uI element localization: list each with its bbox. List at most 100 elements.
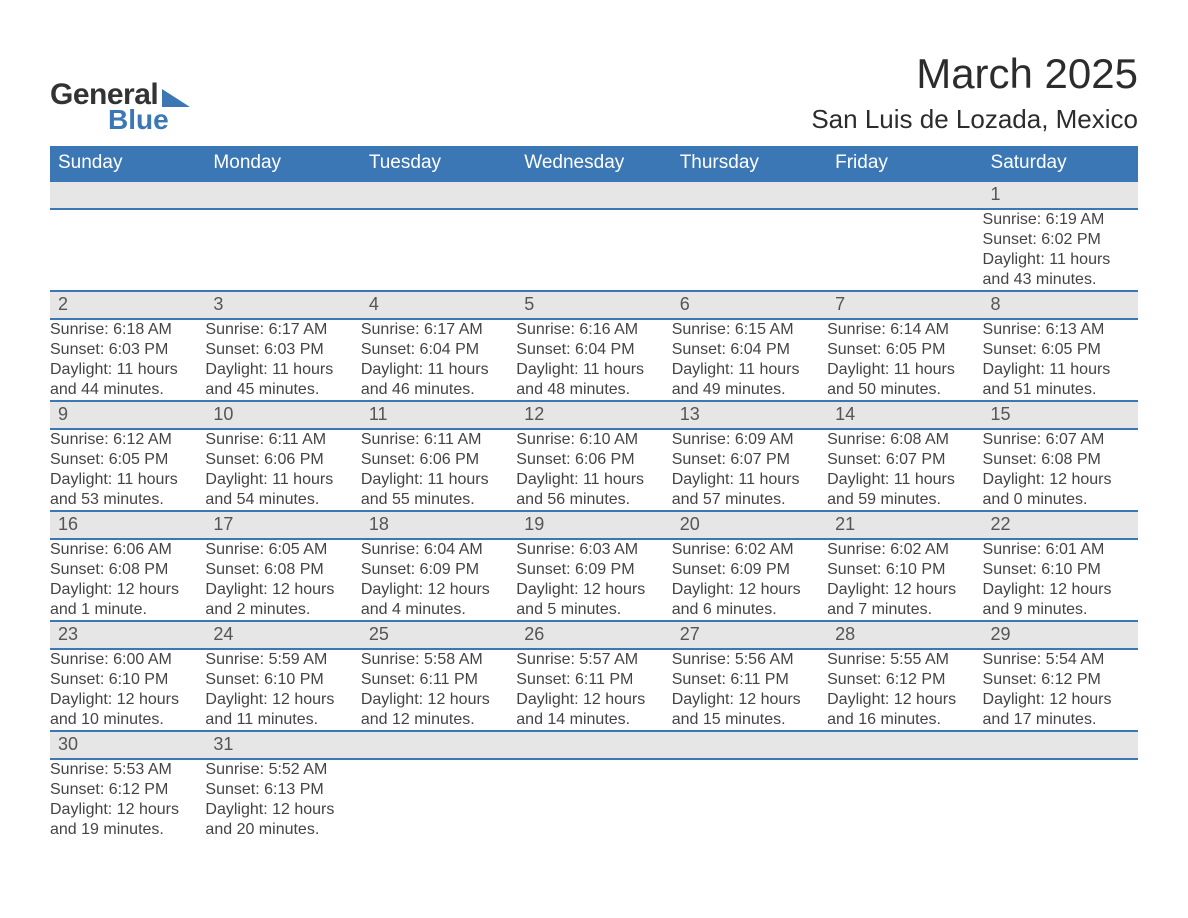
- detail-line: Sunset: 6:09 PM: [672, 560, 827, 580]
- day-number-cell: 21: [827, 511, 982, 539]
- day-number-cell: [361, 181, 516, 209]
- detail-line: and 50 minutes.: [827, 380, 982, 400]
- detail-line: Daylight: 11 hours: [205, 360, 360, 380]
- detail-line: and 10 minutes.: [50, 710, 205, 730]
- day-number-cell: 31: [205, 731, 360, 759]
- detail-row: Sunrise: 6:00 AMSunset: 6:10 PMDaylight:…: [50, 649, 1138, 731]
- day-detail-cell: [205, 209, 360, 291]
- day-detail: Sunrise: 6:00 AMSunset: 6:10 PMDaylight:…: [50, 650, 205, 730]
- day-detail: Sunrise: 5:52 AMSunset: 6:13 PMDaylight:…: [205, 760, 360, 840]
- calendar-page: General Blue March 2025 San Luis de Loza…: [0, 0, 1188, 840]
- day-detail: Sunrise: 6:19 AMSunset: 6:02 PMDaylight:…: [983, 210, 1138, 290]
- detail-line: Sunset: 6:03 PM: [50, 340, 205, 360]
- detail-line: Daylight: 11 hours: [983, 250, 1138, 270]
- calendar-thead: SundayMondayTuesdayWednesdayThursdayFrid…: [50, 146, 1138, 181]
- detail-line: Sunset: 6:08 PM: [205, 560, 360, 580]
- detail-line: Daylight: 12 hours: [516, 690, 671, 710]
- day-detail-cell: Sunrise: 6:01 AMSunset: 6:10 PMDaylight:…: [983, 539, 1138, 621]
- day-number-cell: 11: [361, 401, 516, 429]
- day-detail-cell: Sunrise: 6:02 AMSunset: 6:10 PMDaylight:…: [827, 539, 982, 621]
- detail-line: and 55 minutes.: [361, 490, 516, 510]
- detail-line: and 57 minutes.: [672, 490, 827, 510]
- detail-line: and 5 minutes.: [516, 600, 671, 620]
- day-number: 4: [361, 292, 516, 318]
- detail-line: Sunrise: 5:58 AM: [361, 650, 516, 670]
- day-detail: Sunrise: 5:55 AMSunset: 6:12 PMDaylight:…: [827, 650, 982, 730]
- detail-line: Sunset: 6:11 PM: [672, 670, 827, 690]
- day-detail-cell: Sunrise: 6:14 AMSunset: 6:05 PMDaylight:…: [827, 319, 982, 401]
- day-number: 13: [672, 402, 827, 428]
- day-detail-cell: Sunrise: 5:57 AMSunset: 6:11 PMDaylight:…: [516, 649, 671, 731]
- day-detail: Sunrise: 6:02 AMSunset: 6:09 PMDaylight:…: [672, 540, 827, 620]
- detail-line: and 46 minutes.: [361, 380, 516, 400]
- day-detail-cell: Sunrise: 6:06 AMSunset: 6:08 PMDaylight:…: [50, 539, 205, 621]
- day-detail-cell: Sunrise: 6:03 AMSunset: 6:09 PMDaylight:…: [516, 539, 671, 621]
- day-number-cell: [205, 181, 360, 209]
- day-detail: Sunrise: 6:09 AMSunset: 6:07 PMDaylight:…: [672, 430, 827, 510]
- title-block: March 2025 San Luis de Lozada, Mexico: [811, 50, 1138, 135]
- detail-line: and 43 minutes.: [983, 270, 1138, 290]
- detail-line: Sunset: 6:02 PM: [983, 230, 1138, 250]
- detail-line: Sunset: 6:04 PM: [516, 340, 671, 360]
- day-detail-cell: [827, 209, 982, 291]
- day-number: 18: [361, 512, 516, 538]
- header-row: General Blue March 2025 San Luis de Loza…: [50, 50, 1138, 136]
- day-number-cell: 9: [50, 401, 205, 429]
- detail-line: Sunrise: 6:03 AM: [516, 540, 671, 560]
- detail-row: Sunrise: 6:18 AMSunset: 6:03 PMDaylight:…: [50, 319, 1138, 401]
- detail-line: Daylight: 12 hours: [983, 580, 1138, 600]
- day-detail: Sunrise: 6:12 AMSunset: 6:05 PMDaylight:…: [50, 430, 205, 510]
- day-number: 2: [50, 292, 205, 318]
- detail-row: Sunrise: 6:19 AMSunset: 6:02 PMDaylight:…: [50, 209, 1138, 291]
- day-detail: Sunrise: 5:53 AMSunset: 6:12 PMDaylight:…: [50, 760, 205, 840]
- detail-line: Sunrise: 6:01 AM: [983, 540, 1138, 560]
- day-detail: Sunrise: 6:03 AMSunset: 6:09 PMDaylight:…: [516, 540, 671, 620]
- detail-line: Daylight: 11 hours: [516, 360, 671, 380]
- day-detail-cell: Sunrise: 6:15 AMSunset: 6:04 PMDaylight:…: [672, 319, 827, 401]
- day-detail: Sunrise: 6:08 AMSunset: 6:07 PMDaylight:…: [827, 430, 982, 510]
- day-number: 17: [205, 512, 360, 538]
- day-detail: Sunrise: 5:59 AMSunset: 6:10 PMDaylight:…: [205, 650, 360, 730]
- detail-line: and 7 minutes.: [827, 600, 982, 620]
- detail-line: Sunset: 6:06 PM: [516, 450, 671, 470]
- day-number-cell: 5: [516, 291, 671, 319]
- calendar-table: SundayMondayTuesdayWednesdayThursdayFrid…: [50, 146, 1138, 840]
- day-number: 28: [827, 622, 982, 648]
- day-detail: Sunrise: 6:11 AMSunset: 6:06 PMDaylight:…: [205, 430, 360, 510]
- daynum-row: 9101112131415: [50, 401, 1138, 429]
- day-number: [672, 182, 827, 208]
- weekday-header: Sunday: [50, 146, 205, 181]
- detail-line: Sunset: 6:07 PM: [672, 450, 827, 470]
- day-number-cell: 25: [361, 621, 516, 649]
- detail-line: Sunrise: 6:18 AM: [50, 320, 205, 340]
- detail-line: and 56 minutes.: [516, 490, 671, 510]
- day-number-cell: 23: [50, 621, 205, 649]
- detail-line: Sunset: 6:10 PM: [983, 560, 1138, 580]
- day-detail-cell: [361, 209, 516, 291]
- day-number: 12: [516, 402, 671, 428]
- day-number-cell: 4: [361, 291, 516, 319]
- weekday-header: Friday: [827, 146, 982, 181]
- weekday-header: Wednesday: [516, 146, 671, 181]
- detail-line: Daylight: 11 hours: [827, 470, 982, 490]
- day-detail: Sunrise: 6:05 AMSunset: 6:08 PMDaylight:…: [205, 540, 360, 620]
- day-number: 15: [983, 402, 1138, 428]
- logo-text-blue: Blue: [108, 104, 169, 136]
- detail-line: Sunrise: 6:02 AM: [672, 540, 827, 560]
- detail-line: Sunset: 6:12 PM: [827, 670, 982, 690]
- detail-line: Sunrise: 6:15 AM: [672, 320, 827, 340]
- day-detail: Sunrise: 5:54 AMSunset: 6:12 PMDaylight:…: [983, 650, 1138, 730]
- detail-line: Daylight: 12 hours: [361, 690, 516, 710]
- day-detail-cell: Sunrise: 6:17 AMSunset: 6:04 PMDaylight:…: [361, 319, 516, 401]
- day-number-cell: 14: [827, 401, 982, 429]
- detail-line: Sunset: 6:13 PM: [205, 780, 360, 800]
- day-number-cell: 2: [50, 291, 205, 319]
- day-detail-cell: Sunrise: 6:07 AMSunset: 6:08 PMDaylight:…: [983, 429, 1138, 511]
- day-detail-cell: Sunrise: 6:11 AMSunset: 6:06 PMDaylight:…: [361, 429, 516, 511]
- day-number-cell: 6: [672, 291, 827, 319]
- day-number-cell: 15: [983, 401, 1138, 429]
- detail-line: Daylight: 12 hours: [205, 800, 360, 820]
- day-number-cell: 20: [672, 511, 827, 539]
- day-number: 22: [983, 512, 1138, 538]
- detail-line: Sunrise: 6:10 AM: [516, 430, 671, 450]
